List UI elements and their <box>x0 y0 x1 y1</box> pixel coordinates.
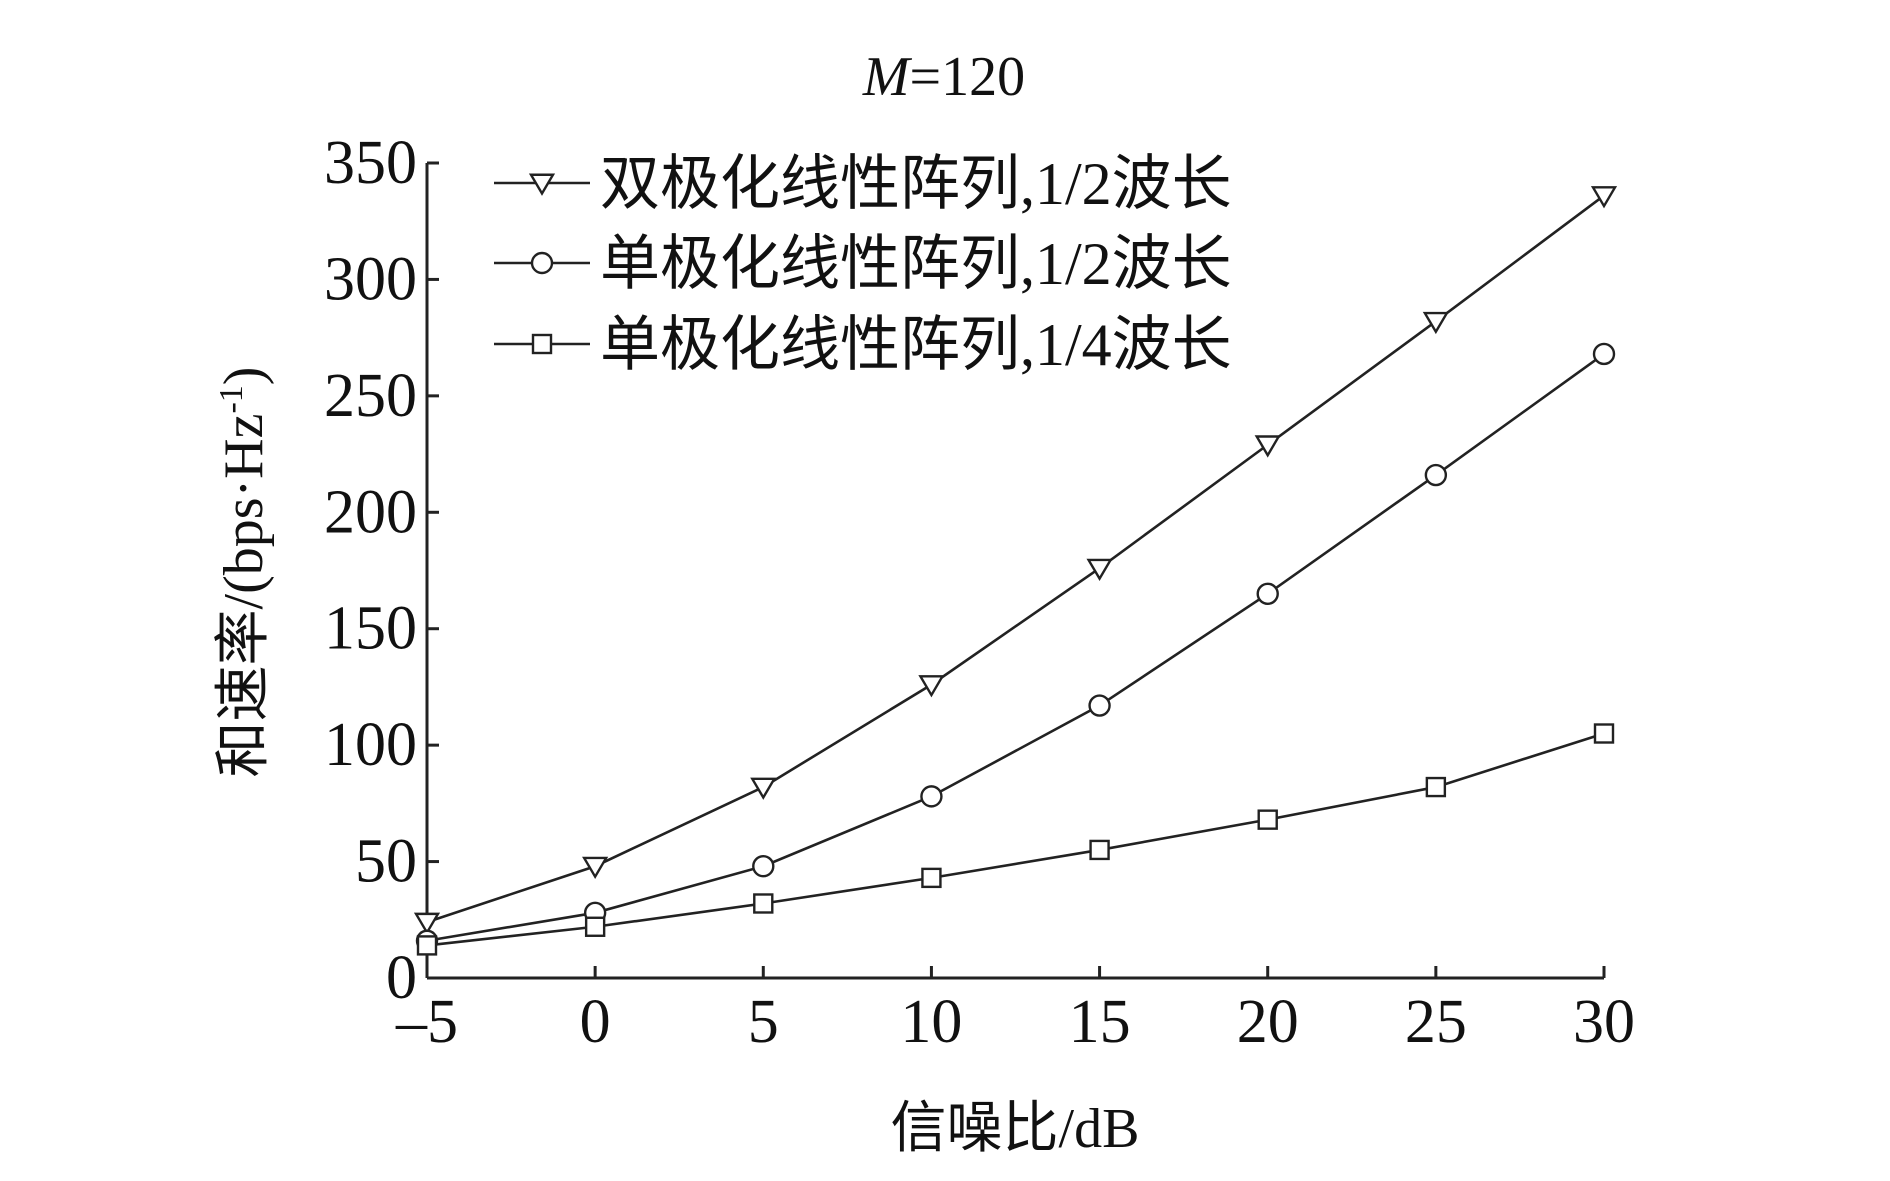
y-tick-label: 100 <box>324 711 417 779</box>
legend-marker <box>530 251 554 275</box>
data-point <box>920 785 943 808</box>
series-line <box>426 732 1605 947</box>
data-point <box>413 912 441 935</box>
series-1 <box>413 186 1618 935</box>
legend-item-3: 单极化线性阵列,1/4波长 <box>494 312 1232 378</box>
x-tick-labels: –5 0 5 10 15 20 25 30 <box>395 988 1635 1056</box>
data-point <box>1256 582 1279 605</box>
data-point <box>1422 311 1449 335</box>
data-point <box>582 856 609 880</box>
y-tick-label: 0 <box>386 944 417 1012</box>
data-point <box>416 935 438 956</box>
data-point <box>584 916 606 937</box>
legend-label: 单极化线性阵列,1/2波长 <box>600 231 1232 297</box>
data-point <box>753 893 774 914</box>
series-line <box>426 194 1605 924</box>
y-axis-title: 和速率/(bps·Hz-1) <box>213 367 275 778</box>
data-point <box>1425 776 1447 798</box>
data-point <box>1257 809 1278 830</box>
data-point <box>918 675 945 698</box>
data-point <box>1086 558 1113 581</box>
series-layer <box>413 186 1618 956</box>
data-point <box>1254 435 1281 458</box>
x-tick-label: 15 <box>1069 988 1131 1056</box>
y-tick-label: 250 <box>324 362 417 430</box>
series-3 <box>416 723 1615 956</box>
data-point <box>1590 186 1618 209</box>
x-tick-label: 10 <box>900 988 962 1056</box>
data-point <box>752 855 775 878</box>
y-tick-labels: 0 50 100 150 200 250 300 350 <box>324 129 417 1012</box>
y-tick-label: 300 <box>324 245 417 313</box>
data-point <box>1592 342 1616 366</box>
x-tick-label: 0 <box>580 988 611 1056</box>
data-point <box>1089 839 1110 861</box>
y-tick-label: 350 <box>324 129 417 197</box>
y-axis-title-close: ) <box>213 367 275 386</box>
chart-title-rest: =120 <box>910 46 1026 108</box>
x-tick-label: 30 <box>1573 988 1635 1056</box>
chart-title-italic: M <box>862 46 913 108</box>
chart-title: M=120 <box>862 46 1025 108</box>
y-tick-label: 50 <box>355 828 417 896</box>
series-line <box>426 352 1605 943</box>
x-tick-label: 25 <box>1405 988 1467 1056</box>
legend-marker <box>531 333 553 355</box>
x-tick-label: –5 <box>395 988 458 1056</box>
axes <box>425 161 1606 980</box>
legend-marker <box>528 173 556 196</box>
y-axis-title-sup: -1 <box>213 385 250 413</box>
x-tick-label: 5 <box>748 988 779 1056</box>
legend-label: 单极化线性阵列,1/4波长 <box>600 312 1232 378</box>
data-point <box>921 867 942 889</box>
legend-label: 双极化线性阵列,1/2波长 <box>600 151 1232 217</box>
x-axis-title: 信噪比/dB <box>891 1098 1140 1160</box>
data-point <box>750 777 777 800</box>
y-tick-label: 150 <box>324 595 417 663</box>
data-point <box>1088 694 1111 717</box>
x-tick-label: 20 <box>1237 988 1299 1056</box>
data-point <box>1593 723 1615 744</box>
y-axis-title-main: 和速率/(bps·Hz <box>213 414 275 778</box>
legend-item-2: 单极化线性阵列,1/2波长 <box>494 231 1232 297</box>
y-tick-label: 200 <box>324 478 417 546</box>
legend-item-1: 双极化线性阵列,1/2波长 <box>494 151 1232 217</box>
data-point <box>1424 463 1448 487</box>
